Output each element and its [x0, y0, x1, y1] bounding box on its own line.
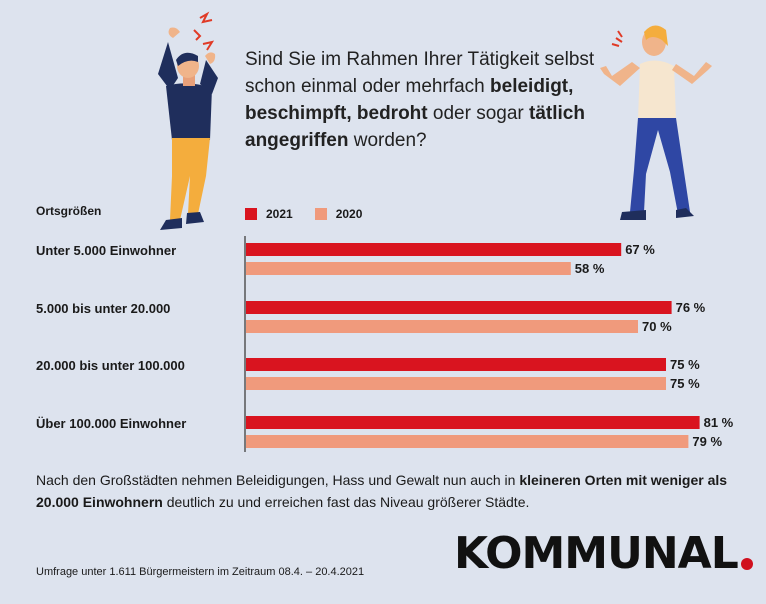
legend-item-2021: 2021 [245, 207, 293, 221]
question-part1: Sind Sie im Rahmen Ihrer Tätigkeit selbs… [245, 49, 595, 97]
footnote: Nach den Großstädten nehmen Beleidigunge… [36, 469, 736, 513]
logo-text: KOMMUNAL [454, 528, 739, 579]
logo-dot [740, 558, 753, 570]
footnote-part1: Nach den Großstädten nehmen Beleidigunge… [36, 472, 520, 488]
question-part3: worden? [348, 130, 427, 151]
bar-2021 [246, 243, 622, 256]
source-text: Umfrage unter 1.611 Bürgermeistern im Ze… [36, 566, 365, 578]
legend-swatch-2020 [314, 208, 327, 220]
data-label-2020: 70 % [642, 319, 672, 334]
legend: 2021 2020 [245, 207, 384, 221]
question-bold2: tätlich angegriffen [245, 103, 585, 151]
data-label-2021: 75 % [670, 357, 700, 372]
legend-item-2020: 2020 [314, 207, 363, 221]
bar-2020 [246, 320, 638, 333]
footnote-part2: deutlich zu und erreichen fast das Nivea… [162, 494, 530, 510]
data-label-2021: 81 % [704, 415, 734, 430]
axis-title: Ortsgrößen [36, 204, 102, 218]
question-bold1: beleidigt, beschimpft, bedroht [245, 76, 574, 124]
data-label-2020: 79 % [692, 434, 722, 449]
question-text: Sind Sie im Rahmen Ihrer Tätigkeit selbs… [245, 46, 605, 154]
category-label: 20.000 bis unter 100.000 [36, 358, 185, 373]
legend-label-2020: 2020 [335, 207, 363, 221]
category-label: Unter 5.000 Einwohner [36, 243, 177, 258]
bar-2021 [246, 358, 666, 371]
legend-swatch-2021 [245, 208, 257, 220]
legend-label-2021: 2021 [266, 207, 293, 221]
question-part2: oder sogar [427, 103, 530, 124]
kommunal-logo: KOMMUNAL [454, 528, 753, 579]
angry-man-illustration [158, 11, 218, 230]
data-label-2020: 58 % [575, 261, 605, 276]
data-label-2021: 67 % [625, 242, 655, 257]
data-label-2020: 75 % [670, 376, 700, 391]
category-label: Über 100.000 Einwohner [36, 416, 187, 431]
category-label: 5.000 bis unter 20.000 [36, 301, 171, 316]
data-label-2021: 76 % [676, 300, 706, 315]
confused-man-illustration [600, 25, 712, 220]
bar-2020 [246, 377, 666, 390]
bar-2021 [246, 301, 672, 314]
bar-2020 [246, 435, 689, 448]
footnote-bold: kleineren Orten mit weniger als 20.000 E… [36, 472, 728, 510]
bar-2020 [246, 262, 571, 275]
bar-2021 [246, 416, 700, 429]
